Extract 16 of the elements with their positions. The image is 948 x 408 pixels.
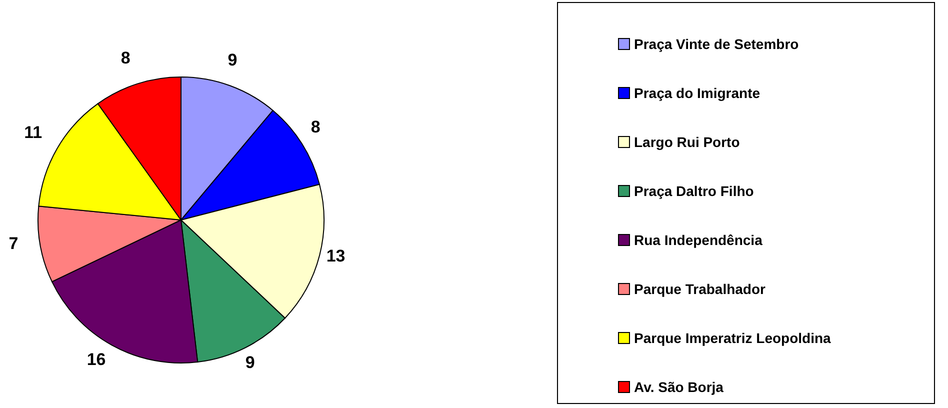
data-label: 13 [326,246,346,266]
data-label: 11 [24,123,42,142]
data-label: 7 [8,234,18,254]
data-label: 8 [120,48,130,68]
legend-label: Parque Trabalhador [634,280,766,296]
data-label: 9 [228,50,238,70]
data-label: 8 [310,118,320,137]
legend-label: Praça do Imigrante [634,84,760,100]
legend-label: Av. São Borja [634,378,724,394]
legend-label: Largo Rui Porto [634,134,740,150]
data-label: 9 [245,352,255,372]
legend-label: Rua Independência [634,232,762,248]
data-label: 16 [86,350,106,369]
legend-label: Parque Imperatriz Leopoldina [634,330,831,346]
legend-label: Praça Daltro Filho [634,182,754,198]
legend-label: Praça Vinte de Setembro [634,36,799,52]
